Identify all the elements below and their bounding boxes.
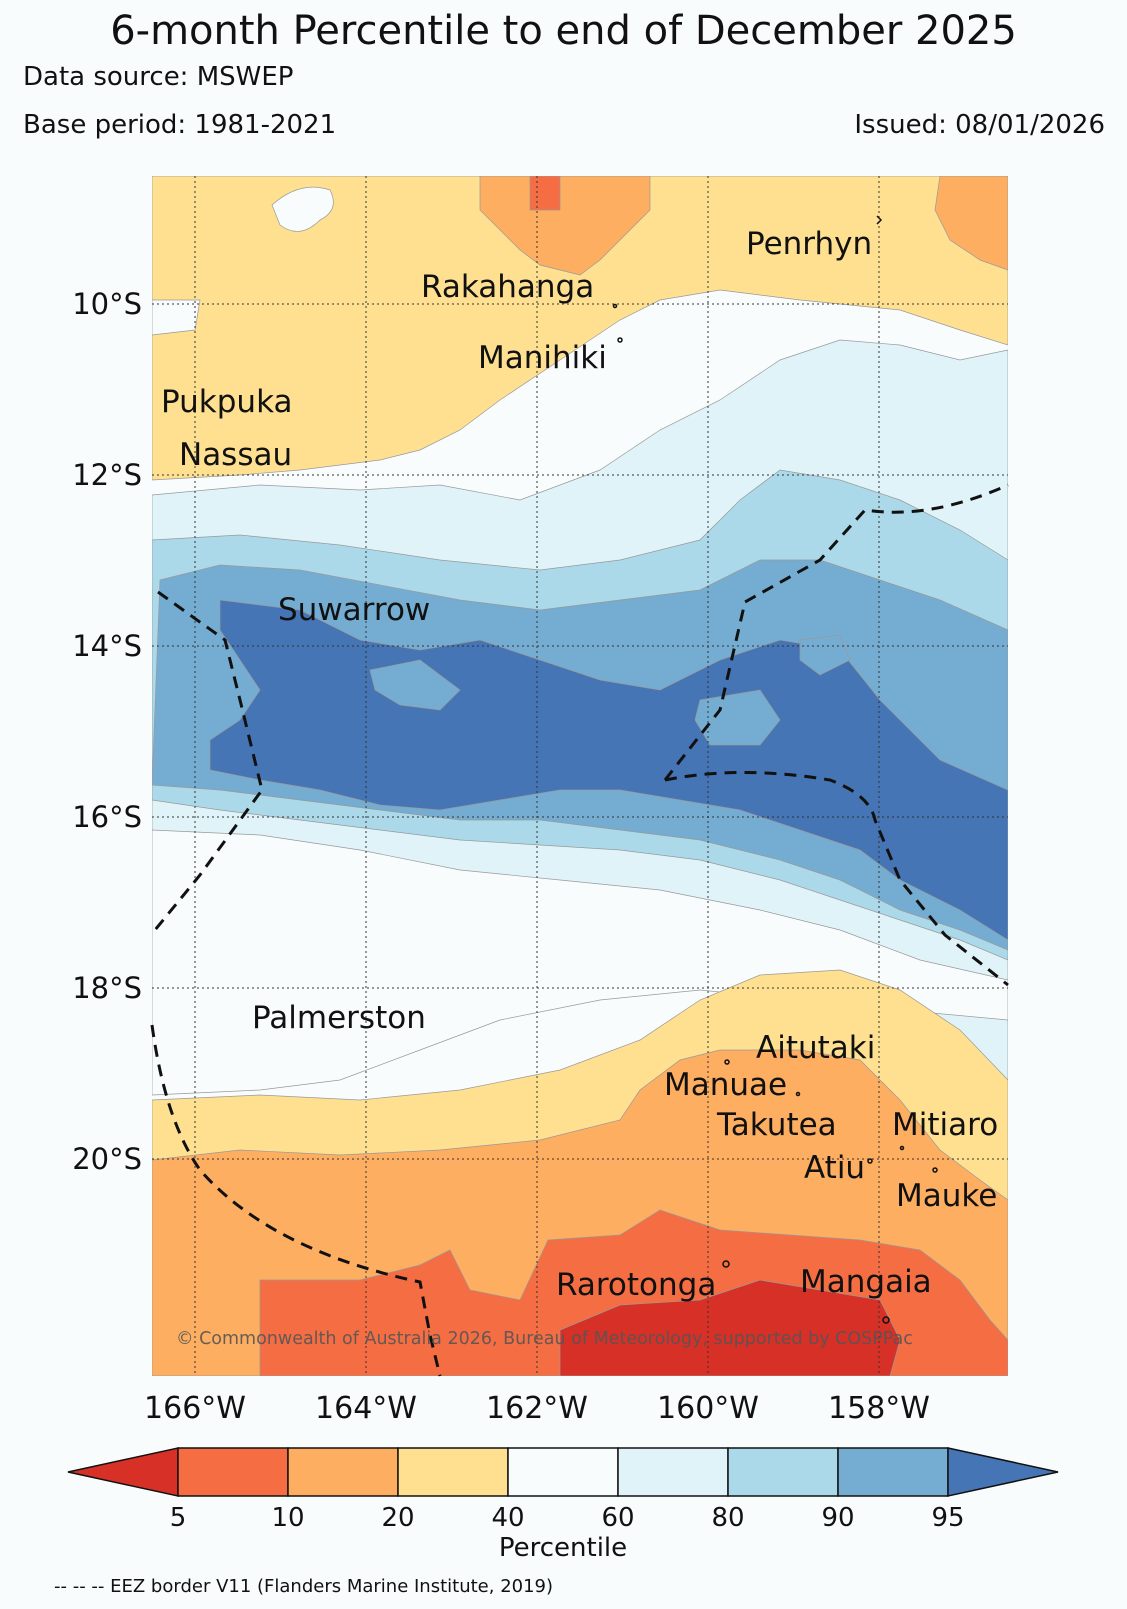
band-below-5-south [559,1279,901,1376]
lat-label: 10°S [72,287,142,321]
place-label-atiu: Atiu [804,1150,865,1186]
colorbar-swatch [837,1447,949,1497]
issued-date: Issued: 08/01/2026 [854,110,1105,140]
place-label-suwarrow: Suwarrow [278,592,430,628]
lon-label: 162°W [486,1391,588,1426]
lon-label: 160°W [657,1391,759,1426]
map-title: 6-month Percentile to end of December 20… [110,8,1017,54]
place-label-rarotonga: Rarotonga [556,1267,716,1303]
lat-label: 18°S [72,971,142,1005]
place-label-pukpuka: Pukpuka [161,384,292,420]
eez-border [150,483,1009,1377]
colorbar-swatch [397,1447,509,1497]
colorbar-tick: 10 [271,1503,304,1533]
lon-label: 164°W [315,1391,417,1426]
place-labels: Penrhyn Rakahanga Manihiki Pukpuka Nassa… [161,226,998,1303]
lon-label: 158°W [828,1391,930,1426]
data-source: Data source: MSWEP [23,62,294,92]
longitude-labels: 166°W 164°W 162°W 160°W 158°W [144,1391,930,1426]
place-label-rakahanga: Rakahanga [421,269,594,305]
colorbar-swatch [727,1447,839,1497]
place-label-manihiki: Manihiki [478,340,607,376]
lat-label: 12°S [72,458,142,492]
eez-footnote: -- -- -- EEZ border V11 (Flanders Marine… [54,1576,554,1597]
colorbar-tick: 60 [601,1503,634,1533]
lon-label: 166°W [144,1391,246,1426]
band-10-20-north [479,176,651,276]
colorbar-extend-low [67,1447,179,1497]
place-label-mauke: Mauke [896,1178,997,1214]
band-10-20-northeast [934,176,1008,271]
place-label-mangaia: Mangaia [800,1264,932,1300]
copyright-note: © Commonwealth of Australia 2026, Bureau… [176,1329,913,1349]
colorbar [67,1447,1059,1497]
colorbar-swatch [507,1447,619,1497]
colorbar-tick: 40 [491,1503,524,1533]
colorbar-tick: 80 [711,1503,744,1533]
lat-label: 16°S [72,800,142,834]
colorbar-tick: 90 [821,1503,854,1533]
colorbar-swatch [617,1447,729,1497]
place-label-manuae: Manuae [664,1067,787,1103]
map-plot-area [152,176,1008,1376]
colorbar-swatch [287,1447,399,1497]
place-label-penrhyn: Penrhyn [746,226,872,262]
place-label-palmerston: Palmerston [252,1000,426,1036]
colorbar-label: Percentile [499,1533,627,1563]
colorbar-tick: 95 [931,1503,964,1533]
colorbar-swatch [177,1447,289,1497]
colorbar-ticks: 5 10 20 40 60 80 90 95 [170,1503,965,1533]
base-period: Base period: 1981-2021 [23,110,337,140]
colorbar-tick: 20 [381,1503,414,1533]
island-markers [612,215,938,1324]
colorbar-tick: 5 [170,1503,187,1533]
graticule [152,176,1008,1376]
latitude-labels: 10°S 12°S 14°S 16°S 18°S 20°S [72,287,142,1176]
colorbar-extend-high [947,1447,1059,1497]
place-label-aitutaki: Aitutaki [756,1030,875,1066]
lat-label: 20°S [72,1142,142,1176]
place-label-nassau: Nassau [179,437,292,473]
place-label-takutea: Takutea [716,1107,837,1143]
place-label-mitiaro: Mitiaro [892,1107,998,1143]
lat-label: 14°S [72,629,142,663]
